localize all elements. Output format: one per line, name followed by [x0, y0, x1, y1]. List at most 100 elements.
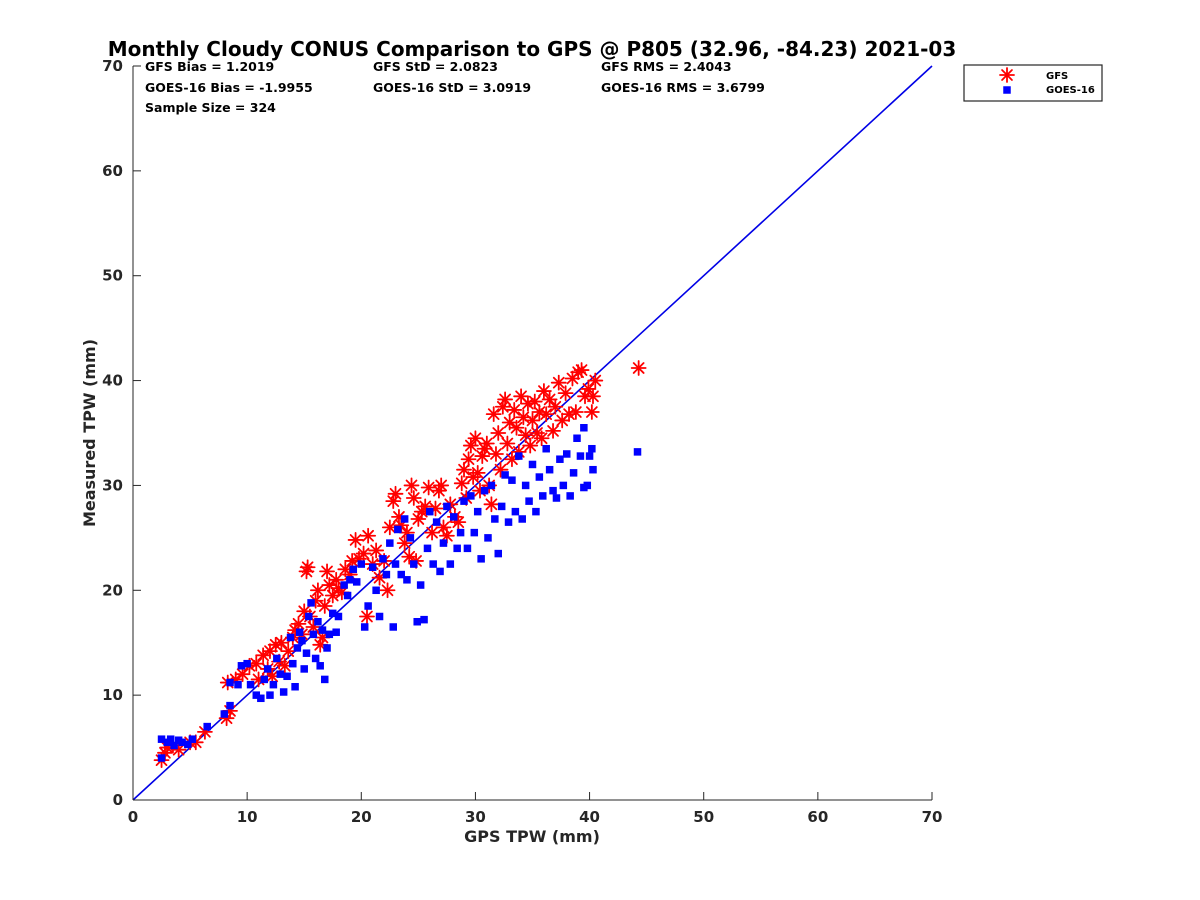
goes16-point [321, 675, 329, 684]
goes16-point [311, 654, 320, 663]
gfs-point [550, 374, 567, 391]
goes16-point [323, 644, 331, 652]
goes16-point [463, 544, 472, 553]
goes16-point [382, 570, 391, 579]
gfs-std-text: GFS StD = 2.0823 [373, 59, 498, 74]
goes16-point [394, 525, 402, 534]
goes16-point [343, 591, 352, 600]
gfs-point [360, 527, 377, 544]
goes16-point [508, 476, 516, 484]
goes16-point [220, 710, 229, 718]
goes16-point [357, 560, 366, 568]
goes16-point [403, 576, 411, 584]
goes16-point [429, 560, 437, 568]
goes16-point [307, 599, 315, 607]
gfs-point [420, 479, 437, 496]
goes16-point [585, 452, 594, 460]
gfs-point [453, 475, 470, 492]
y-tick-label: 0 [113, 791, 123, 809]
y-tick-label: 20 [102, 581, 123, 599]
goes16-point [364, 602, 372, 610]
goes16-point [391, 560, 400, 568]
y-tick-label: 40 [102, 372, 123, 390]
goes16-point [566, 492, 574, 500]
goes16-point [386, 539, 394, 547]
goes16-point [633, 448, 642, 456]
goes16-point [521, 481, 530, 490]
goes16-point [291, 683, 299, 691]
goes16-point [166, 735, 175, 743]
gfs-point [347, 532, 364, 548]
goes16-bias-text: GOES-16 Bias = -1.9955 [145, 80, 313, 95]
goes16-point [178, 738, 186, 747]
goes16-point [477, 555, 485, 563]
goes16-point [525, 497, 533, 505]
goes16-point [379, 555, 387, 563]
goes16-point [368, 563, 377, 571]
goes16-point [559, 481, 568, 490]
goes16-point [460, 497, 468, 505]
goes16-point [420, 615, 428, 624]
gfs-point [403, 477, 420, 494]
goes16-point [260, 675, 269, 684]
goes16-point [426, 507, 434, 516]
goes16-point [542, 444, 550, 453]
x-axis-label: GPS TPW (mm) [464, 827, 600, 846]
goes16-point [491, 515, 499, 523]
x-tick-label: 0 [128, 808, 138, 826]
goes16-point [266, 691, 274, 699]
goes16-point [316, 662, 324, 670]
gfs-point [490, 425, 507, 441]
goes16-point [226, 701, 234, 710]
gfs-point [359, 608, 375, 625]
gfs-point [316, 598, 333, 614]
gfs-point [499, 435, 516, 452]
goes16-point [487, 481, 496, 490]
goes16-point [494, 549, 503, 558]
goes16-point [397, 570, 405, 579]
legend: GFS GOES-16 [963, 64, 1103, 102]
gfs-point [483, 496, 500, 513]
gfs-point [488, 446, 504, 462]
gfs-point [355, 545, 372, 562]
goes16-point [157, 754, 166, 762]
goes16-point [298, 636, 306, 645]
y-axis-ticks: 0 10 20 30 40 50 60 70 [102, 57, 141, 809]
y-tick-label: 60 [102, 162, 123, 180]
goes16-point [473, 507, 482, 516]
goes16-point [432, 518, 441, 526]
gfs-point [541, 391, 558, 408]
goes16-series [157, 424, 642, 762]
goes16-point [406, 534, 415, 542]
goes16-point [349, 565, 358, 574]
gfs-series [153, 360, 647, 769]
gfs-point [485, 406, 502, 423]
gfs-point [545, 423, 561, 439]
y-tick-label: 10 [102, 686, 123, 704]
goes16-point [188, 735, 197, 743]
goes16-point [360, 623, 369, 631]
goes16-point [467, 492, 475, 500]
goes16-point [484, 534, 492, 542]
goes16-point [511, 507, 520, 516]
gfs-point [405, 490, 422, 506]
legend-gfs-symbol [999, 67, 1015, 83]
goes16-point [273, 654, 281, 663]
gfs-point [522, 437, 539, 454]
goes16-point [295, 628, 304, 636]
gfs-point [497, 391, 514, 408]
goes16-point [556, 455, 564, 463]
gfs-point [630, 360, 647, 376]
gfs-point [273, 634, 290, 651]
gfs-point [508, 419, 525, 436]
x-tick-label: 70 [922, 808, 943, 826]
gfs-point [533, 430, 550, 447]
gfs-point [424, 524, 440, 541]
goes16-point [375, 612, 384, 621]
gfs-point [583, 404, 600, 420]
x-tick-label: 20 [351, 808, 372, 826]
gfs-point [381, 519, 398, 536]
goes16-point [263, 665, 272, 673]
goes16-point [569, 469, 578, 477]
legend-goes16-label: GOES-16 [1046, 85, 1095, 96]
